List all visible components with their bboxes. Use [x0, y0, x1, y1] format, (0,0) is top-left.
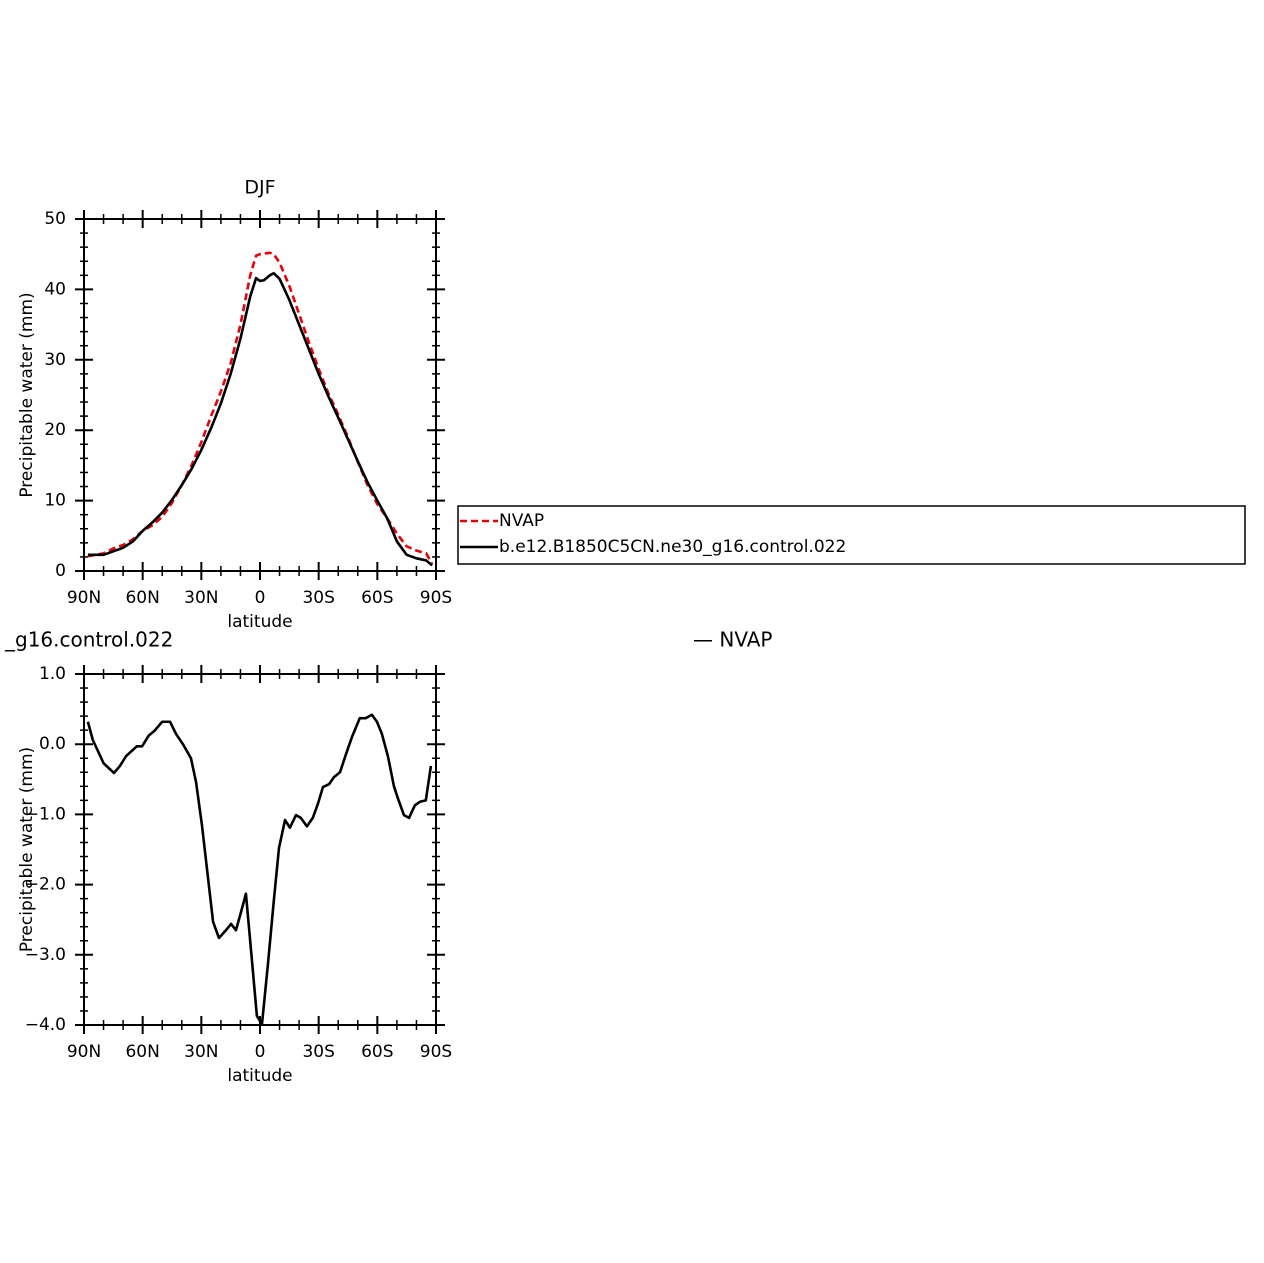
y-tick-label: 40 — [44, 279, 66, 299]
x-tick-label: 60N — [125, 588, 159, 608]
y-tick-label: −1.0 — [25, 804, 66, 824]
x-tick-label: 0 — [255, 588, 266, 608]
y-tick-label: −3.0 — [25, 945, 66, 965]
x-axis-label: latitude — [227, 1066, 292, 1086]
x-tick-label: 90S — [420, 588, 452, 608]
legend-label: b.e12.B1850C5CN.ne30_g16.control.022 — [499, 537, 846, 557]
x-tick-label: 30S — [302, 1042, 334, 1062]
y-tick-label: 30 — [44, 350, 66, 370]
x-tick-label: 60N — [125, 1042, 159, 1062]
x-tick-label: 30N — [184, 1042, 218, 1062]
chart-title-left: _g16.control.022 — [4, 628, 173, 652]
chart-title-right: — NVAP — [693, 628, 772, 652]
data-line — [87, 271, 433, 567]
legend-box — [457, 505, 1246, 565]
y-axis-label-group: Precipitable water (mm) — [17, 747, 37, 952]
x-tick-label: 0 — [255, 1042, 266, 1062]
y-tick-label: 50 — [44, 209, 66, 229]
chart-title: DJF — [244, 177, 275, 199]
y-tick-label: 20 — [44, 420, 66, 440]
y-tick-label: −2.0 — [25, 875, 66, 895]
x-tick-label: 90N — [67, 1042, 101, 1062]
x-tick-label: 30N — [184, 588, 218, 608]
y-axis-label: Precipitable water (mm) — [17, 292, 37, 497]
y-axis-label-group: Precipitable water (mm) — [17, 292, 37, 497]
data-line — [86, 713, 433, 1026]
y-axis-label: Precipitable water (mm) — [17, 747, 37, 952]
legend-label: NVAP — [499, 511, 544, 531]
x-tick-label: 90N — [67, 588, 101, 608]
x-tick-label: 60S — [361, 1042, 393, 1062]
x-tick-label: 60S — [361, 588, 393, 608]
data-line — [87, 251, 434, 565]
y-tick-label: 1.0 — [39, 664, 66, 684]
y-tick-label: −4.0 — [25, 1015, 66, 1035]
x-axis-label: latitude — [227, 612, 292, 632]
y-tick-label: 0 — [55, 561, 66, 581]
x-tick-label: 90S — [420, 1042, 452, 1062]
y-tick-label: 0.0 — [39, 734, 66, 754]
x-tick-label: 30S — [302, 588, 334, 608]
y-tick-label: 10 — [44, 491, 66, 511]
